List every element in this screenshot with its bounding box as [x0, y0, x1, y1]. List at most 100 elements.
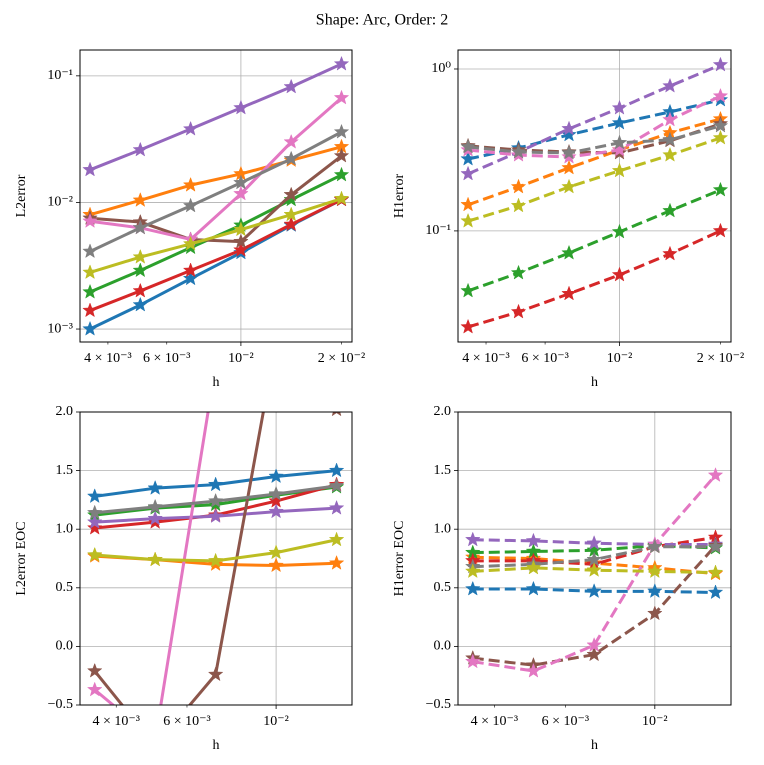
star-marker	[647, 563, 663, 579]
star-marker	[86, 546, 103, 562]
y-tick-label: 2.0	[434, 404, 452, 419]
star-marker	[269, 287, 283, 301]
star-marker	[148, 739, 162, 753]
star-marker	[712, 87, 729, 103]
star-marker	[611, 162, 628, 178]
star-marker	[207, 552, 224, 568]
series-line	[89, 145, 342, 217]
star-marker	[712, 181, 729, 197]
y-tick-label: 0.5	[434, 580, 452, 595]
star-marker	[611, 223, 628, 239]
series-line	[89, 154, 343, 244]
axes-frame	[79, 49, 353, 343]
series-line	[467, 94, 722, 159]
x-tick-label: 10⁻²	[263, 714, 289, 729]
star-marker	[561, 285, 577, 301]
star-marker	[460, 165, 476, 181]
star-marker	[647, 538, 663, 554]
star-marker	[182, 197, 199, 213]
star-marker	[460, 196, 476, 212]
star-marker	[268, 468, 284, 484]
star-marker	[662, 146, 678, 162]
star-marker	[586, 535, 602, 550]
star-marker	[611, 134, 628, 150]
x-tick-label: 4 × 10⁻³	[471, 714, 518, 729]
star-marker	[712, 222, 729, 238]
star-marker	[86, 488, 103, 504]
star-marker	[510, 143, 527, 159]
x-tick-label: 2 × 10⁻²	[318, 351, 365, 366]
star-marker	[82, 302, 98, 318]
star-marker	[328, 462, 345, 478]
star-marker	[132, 192, 149, 207]
star-marker	[182, 262, 199, 278]
star-marker	[82, 161, 98, 177]
star-marker	[132, 141, 149, 157]
y-axis-label: L2error EOC	[14, 521, 29, 595]
series-line	[467, 229, 722, 329]
star-marker	[132, 219, 149, 235]
star-marker	[329, 264, 343, 278]
star-marker	[712, 129, 729, 145]
x-axis-label: h	[213, 738, 220, 753]
star-marker	[510, 303, 527, 319]
star-marker	[209, 358, 223, 372]
star-marker	[712, 117, 729, 133]
series-line	[467, 63, 722, 176]
star-marker	[611, 114, 628, 130]
star-marker	[333, 55, 350, 71]
star-marker	[233, 99, 249, 115]
star-marker	[707, 538, 724, 554]
y-axis-label: H1error	[392, 174, 407, 219]
series-line	[467, 98, 721, 161]
star-marker	[561, 159, 577, 175]
star-marker	[464, 580, 481, 596]
y-tick-label: 10⁻²	[47, 195, 73, 210]
star-marker	[82, 283, 98, 299]
series-line	[89, 96, 343, 241]
y-tick-label: 0.0	[56, 639, 74, 654]
star-marker	[333, 166, 350, 182]
star-marker	[86, 519, 103, 535]
star-marker	[328, 477, 345, 493]
series-line	[89, 130, 343, 253]
star-marker	[333, 123, 350, 139]
star-marker	[561, 178, 577, 194]
star-marker	[561, 244, 577, 260]
axes-frame	[457, 411, 732, 706]
star-marker	[86, 513, 103, 529]
star-marker	[182, 270, 199, 286]
series-line	[89, 197, 342, 274]
star-marker	[611, 141, 628, 157]
star-marker	[561, 120, 577, 136]
star-marker	[132, 296, 149, 312]
star-marker	[561, 144, 577, 160]
y-tick-label: 1.0	[56, 521, 74, 536]
star-marker	[86, 681, 103, 697]
star-marker	[233, 185, 249, 201]
star-marker	[328, 554, 345, 570]
star-marker	[460, 150, 476, 166]
star-marker	[510, 178, 527, 194]
star-marker	[233, 233, 249, 249]
star-marker	[283, 78, 300, 94]
star-marker	[460, 212, 476, 228]
star-marker	[233, 241, 249, 257]
star-marker	[268, 485, 284, 501]
star-marker	[525, 532, 542, 548]
star-marker	[460, 318, 476, 334]
star-marker	[132, 248, 149, 264]
star-marker	[510, 197, 527, 213]
star-marker	[707, 564, 724, 580]
star-marker	[712, 56, 729, 72]
y-tick-label: 1.5	[434, 463, 452, 478]
y-axis-label: H1error EOC	[392, 521, 407, 597]
star-marker	[182, 120, 199, 136]
star-marker	[647, 583, 663, 598]
star-marker	[82, 243, 98, 259]
plot-area	[464, 467, 724, 678]
y-tick-label: 10⁻¹	[425, 223, 451, 238]
x-tick-label: 10⁻²	[607, 351, 633, 366]
y-tick-label: −0.5	[426, 697, 451, 712]
axes-frame	[457, 49, 732, 343]
